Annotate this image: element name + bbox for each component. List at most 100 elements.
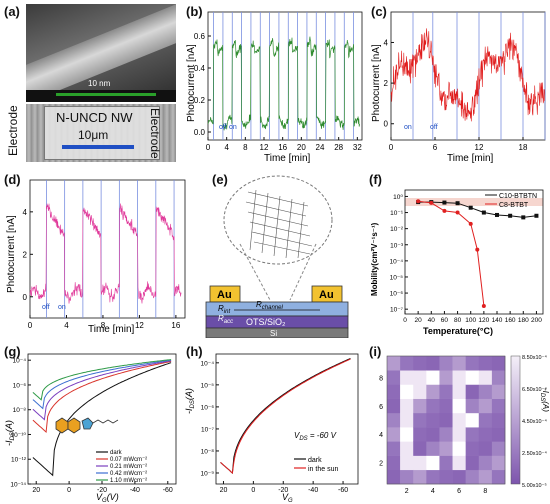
chart-f-point-0-3: [455, 201, 460, 206]
molecule-ring-2: [67, 417, 81, 434]
chart-i-cell-9-3: [491, 441, 506, 456]
chart-f-point-1-5: [475, 247, 480, 252]
chart-i-cell-6-1: [452, 469, 466, 485]
panel-i-label: (i): [369, 344, 382, 359]
chart-d-xtick-label-4: 16: [171, 321, 180, 330]
chart-b-xtick-label-5: 20: [297, 143, 306, 152]
chart-i-xtick-label-2: 6: [457, 488, 461, 495]
chart-i-cell-8-1: [478, 469, 493, 485]
chart-i-ytick-label-2: 6: [379, 404, 383, 411]
chart-g-legend-label-1: 0.07 mWcm⁻²: [110, 457, 147, 463]
chart-g-xtick-label-0: 20: [32, 487, 40, 494]
chart-g-xtick-label-1: 0: [67, 487, 71, 494]
chart-b-ytick-label-3: 0.6: [194, 32, 206, 41]
dielectric-label: OTS/SiO₂: [246, 317, 286, 327]
chart-f-ytick-label-3: 10⁻³: [390, 242, 404, 249]
nanowire-box: [44, 106, 160, 160]
chart-b-xtick-label-0: 0: [206, 143, 211, 152]
chart-i-cell-9-4: [491, 427, 506, 442]
chart-i-cell-7-9: [465, 356, 480, 371]
panel-g-label: (g): [4, 344, 21, 359]
panel-c-label: (c): [371, 4, 387, 19]
chart-g-series-0: [32, 362, 172, 477]
molecule-ring-3: [81, 417, 94, 430]
chart-f-xtick-label-6: 120: [478, 317, 489, 324]
zoom-line-left: [239, 243, 271, 301]
chart-f-point-0-2: [442, 200, 447, 205]
chart-c-frame: [390, 11, 546, 141]
chart-i-cell-9-2: [491, 455, 506, 471]
chart-h-ytick-label-1: 10⁻⁸: [201, 448, 215, 455]
panel-a-label: (a): [4, 4, 20, 19]
chart-i-cell-6-3: [452, 441, 466, 456]
substrate-layer: [205, 327, 349, 338]
chart-i-cell-7-2: [465, 455, 480, 471]
chart-i-cell-6-4: [452, 427, 466, 442]
chart-i-cell-4-6: [426, 398, 440, 414]
chart-b-ylabel: Photocurrent [nA]: [186, 44, 197, 122]
chart-i-cell-3-8: [413, 370, 427, 385]
chart-g-xlabel: VG(V): [96, 492, 119, 504]
chart-d-series: [29, 203, 182, 304]
chart-c-ylabel: Photocurrent [nA]: [371, 44, 382, 122]
chart-d-xlabel: Time [min]: [88, 324, 135, 335]
panel-h-label: (h): [186, 344, 203, 359]
chart-i-cell-6-5: [452, 412, 466, 428]
chart-g-xtick-label-2: -20: [97, 487, 107, 494]
chart-h-xtick-label-2: -20: [278, 487, 288, 494]
chart-g-ylabel: -IDS(A): [4, 420, 16, 446]
chart-f-point-0-7: [508, 213, 513, 218]
chart-i-cell-1-3: [387, 441, 401, 456]
chart-c-ytick-label-1: 2: [384, 79, 389, 88]
chart-d-on: on: [58, 304, 66, 311]
chart-i-cell-7-5: [465, 412, 480, 428]
chart-g-molecule: [55, 417, 119, 434]
molecule-zoom-circle: [223, 175, 333, 265]
chart-i-colorbar-tick-1: 6.50x10⁻⁴: [522, 386, 547, 393]
chart-b-ytick-label-1: 0.2: [194, 96, 206, 105]
chart-i-cell-1-4: [387, 427, 401, 442]
scale-bar-strip: [26, 90, 176, 102]
chart-i-marks: 2 2 4 4 6 6 8 8 8.50x10⁻⁴ 6.50x10⁻⁴ 4.50x10⁻⁴ 2.50x…: [379, 354, 547, 495]
r-channel-label: Rchannel: [256, 300, 283, 311]
chart-g-legend-label-2: 0.21 mWcm⁻²: [110, 464, 147, 470]
chart-c-xtick-label-1: 6: [433, 143, 438, 152]
r-acc-main: R: [218, 314, 224, 323]
chart-g-legend-label-4: 1.10 mWcm⁻²: [110, 478, 147, 484]
chart-f-legend-label-0: C10-BTBTN: [499, 193, 537, 200]
chart-f: 10⁰ 10⁻¹ 10⁻² 10⁻³ 10⁻⁴ 10⁻⁵ 10⁻⁶ 10⁻⁷ 0 20 40 60 80…: [370, 189, 544, 336]
chart-g-ytick-label-3: 10⁻⁸: [13, 407, 27, 414]
chart-i-cell-3-9: [413, 356, 427, 371]
chart-b-frame: [207, 11, 363, 141]
chart-h-series-0: [220, 357, 351, 475]
chart-h-xlabel: VG: [282, 492, 293, 504]
chart-d-xtick-label-0: 0: [28, 321, 33, 330]
chart-f-xtick-label-9: 180: [518, 317, 529, 324]
molecule-ring-1: [55, 417, 69, 434]
chart-i-cell-3-5: [413, 412, 427, 428]
chart-d-off: off: [42, 304, 50, 311]
device-diagram: Au Au Rint Racc Rchannel OTS/SiO₂ Si: [205, 175, 349, 338]
chart-i-cell-6-2: [452, 455, 466, 471]
chart-i-cell-2-9: [400, 356, 414, 371]
scale-bar-blue: [62, 145, 134, 149]
sem-image-top: 10 nm: [26, 4, 176, 102]
chart-i-colorbar-tick-2: 4.50x10⁻⁴: [522, 418, 547, 425]
chart-i-cell-1-2: [387, 455, 401, 471]
chart-f-point-0-9: [534, 213, 539, 218]
chart-i-cell-7-7: [465, 384, 480, 399]
chart-i-cell-2-6: [400, 398, 414, 414]
chart-g-ytick-label-5: 10⁻⁴: [13, 358, 27, 365]
au-left-label: Au: [217, 289, 232, 301]
chart-i-ytick-label-0: 2: [379, 461, 383, 468]
chart-i-cell-4-5: [426, 412, 440, 428]
chart-i-cell-5-8: [439, 370, 453, 385]
chart-i-cell-5-9: [439, 356, 453, 371]
chart-c-on: on: [404, 124, 412, 131]
chart-i-cell-2-8: [400, 370, 414, 385]
chart-i-cell-2-5: [400, 412, 414, 428]
chart-f-point-1-6: [481, 303, 486, 308]
molecule-chain: [92, 419, 119, 424]
chart-i-cell-4-3: [426, 441, 440, 456]
